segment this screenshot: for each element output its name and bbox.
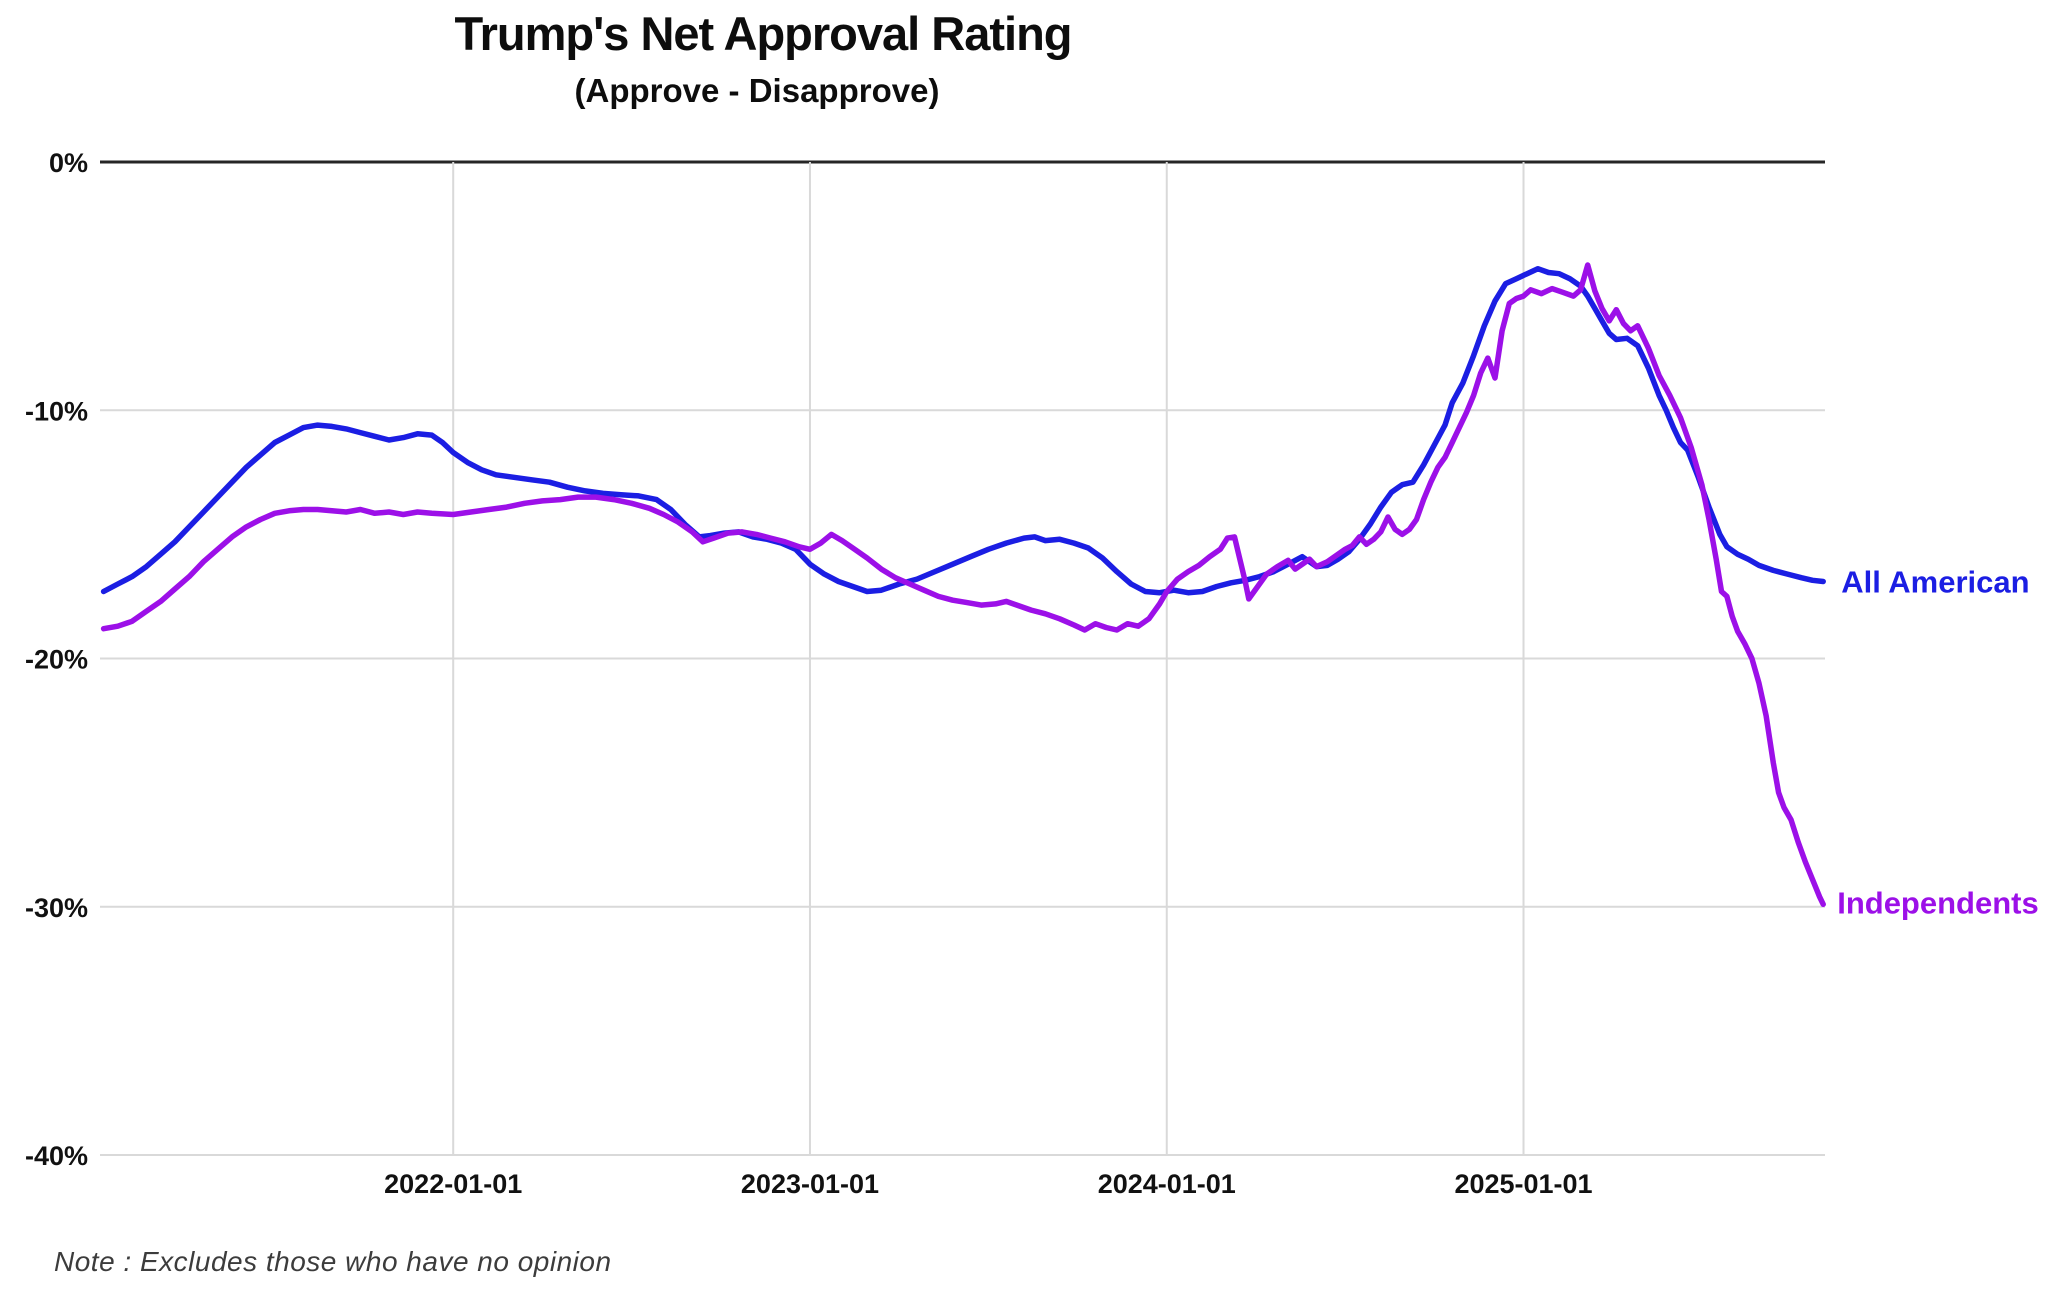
series-label-all_american: All American bbox=[1841, 565, 2029, 600]
chart-subtitle: (Approve - Disapprove) bbox=[574, 72, 940, 109]
y-tick-label: -10% bbox=[25, 396, 88, 426]
footnote: Note : Excludes those who have no opinio… bbox=[54, 1246, 612, 1277]
y-tick-label: 0% bbox=[49, 148, 88, 178]
x-tick-label: 2022-01-01 bbox=[384, 1169, 522, 1199]
series-label-independents: Independents bbox=[1837, 885, 2039, 920]
series-line-independents bbox=[100, 262, 1826, 908]
y-tick-label: -30% bbox=[25, 893, 88, 923]
y-tick-label: -40% bbox=[25, 1141, 88, 1171]
x-tick-label: 2023-01-01 bbox=[741, 1169, 879, 1199]
x-tick-label: 2025-01-01 bbox=[1454, 1169, 1592, 1199]
x-tick-label: 2024-01-01 bbox=[1098, 1169, 1236, 1199]
chart-title: Trump's Net Approval Rating bbox=[454, 7, 1072, 60]
series-line-all_american bbox=[100, 265, 1826, 596]
y-tick-label: -20% bbox=[25, 645, 88, 675]
